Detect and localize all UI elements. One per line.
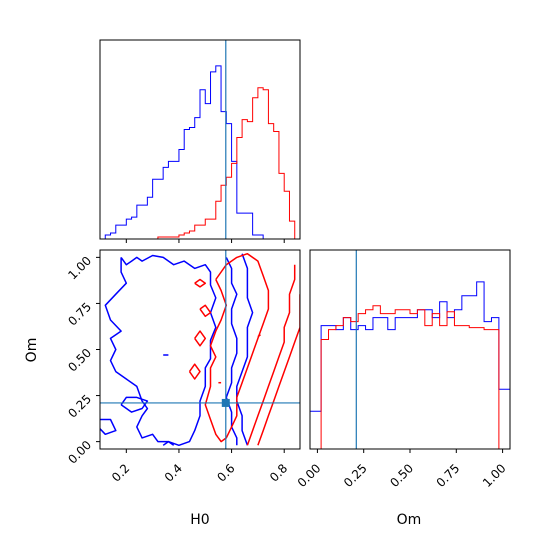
y-tick-label-joint-H0-Om-2: 0.50 xyxy=(65,346,94,375)
axes-frame-hist-om xyxy=(309,249,511,450)
y-tick-label-joint-H0-Om-3: 0.75 xyxy=(65,300,94,329)
contour-line-11 xyxy=(194,278,207,288)
histogram-panel-om: 0.00 0.25 0.50 0.75 1.00 xyxy=(295,249,511,490)
x-tick-label-hist-Om-1: 0.25 xyxy=(341,461,370,490)
contour-line-0 xyxy=(104,254,217,447)
histogram-steps-om-series-1 xyxy=(310,305,510,449)
x-tick-label-joint-H0-Om-0: 0.2 xyxy=(109,461,132,484)
truth-marker xyxy=(221,398,230,407)
contour-line-3 xyxy=(162,440,175,446)
joint-contour-panel-h0-om: 0.2 0.4 0.6 0.8 0.00 0.25 0.50 0.75 1.00 xyxy=(65,249,301,485)
x-tick-label-joint-H0-Om-2: 0.6 xyxy=(214,461,237,484)
y-tick-label-joint-H0-Om-4: 1.00 xyxy=(65,254,94,283)
x-axis-label-h0: H0 xyxy=(190,512,209,528)
contour-line-10 xyxy=(188,363,201,380)
x-tick-label-hist-Om-3: 0.75 xyxy=(434,461,463,490)
x-tick-label-joint-H0-Om-3: 0.8 xyxy=(267,461,290,484)
x-tick-label-hist-Om-2: 0.50 xyxy=(387,461,416,490)
x-tick-label-joint-H0-Om-1: 0.4 xyxy=(162,461,185,484)
contour-line-1 xyxy=(120,396,149,413)
y-tick-label-joint-H0-Om-1: 0.25 xyxy=(65,392,94,421)
contour-line-2 xyxy=(100,418,117,436)
histogram-steps-h0-series-1 xyxy=(100,87,300,239)
contour-line-8 xyxy=(199,304,212,318)
contour-line-14 xyxy=(257,334,261,338)
contour-line-6 xyxy=(236,253,254,446)
contour-line-9 xyxy=(194,330,207,347)
contour-line-5 xyxy=(225,257,238,446)
contour-line-13 xyxy=(257,294,300,446)
axes-frame-hist-h0 xyxy=(99,39,301,240)
contour-line-12 xyxy=(246,264,296,446)
x-axis-label-om: Om xyxy=(397,512,422,528)
x-tick-label-hist-Om-4: 1.00 xyxy=(480,461,509,490)
histogram-steps-h0-series-0 xyxy=(100,65,269,239)
y-axis-label-om: Om xyxy=(24,338,40,363)
y-tick-label-joint-H0-Om-0: 0.00 xyxy=(65,438,94,467)
contour-line-7 xyxy=(204,252,270,443)
histogram-steps-om-series-0 xyxy=(310,281,510,412)
x-tick-label-hist-Om-0: 0.00 xyxy=(295,461,324,490)
histogram-panel-h0 xyxy=(99,39,301,243)
